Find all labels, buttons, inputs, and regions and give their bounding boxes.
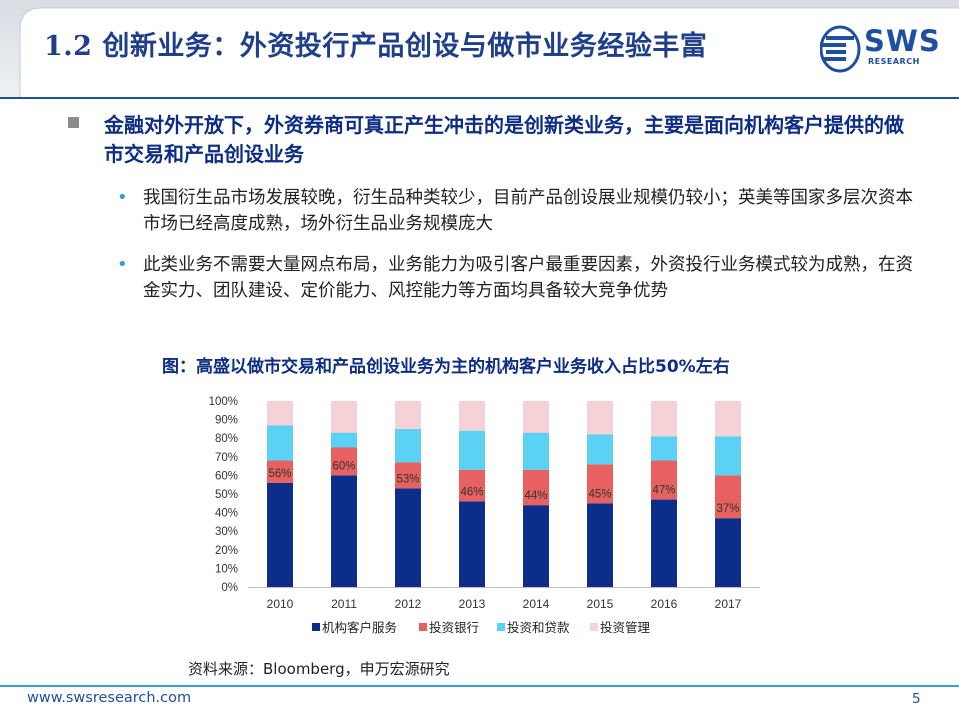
legend-label: 投资管理 [600, 620, 651, 635]
sub-point-text: 我国衍生品市场发展较晚，衍生品种类较少，目前产品创设展业规模仍较小；英美等国家多… [143, 188, 913, 234]
bar-segment-institutional-2017 [715, 518, 741, 587]
bar-segment-asset-mgmt-2017 [715, 401, 741, 437]
bar-segment-institutional-2013 [459, 501, 485, 587]
x-tick-label: 2012 [395, 597, 422, 611]
bar-segment-investing-2011 [331, 432, 357, 448]
x-tick-label: 2015 [587, 597, 614, 611]
y-tick-label: 100% [209, 396, 238, 408]
y-tick-label: 10% [215, 563, 238, 575]
y-tick-label: 60% [215, 470, 238, 482]
y-tick-label: 80% [215, 433, 238, 445]
data-label: 46% [460, 486, 483, 498]
x-tick-label: 2011 [331, 597, 357, 611]
y-tick-label: 90% [215, 415, 238, 427]
bar-segment-asset-mgmt-2013 [459, 401, 485, 431]
data-label: 45% [588, 488, 611, 500]
legend-swatch [419, 623, 427, 631]
page-number: 5 [912, 691, 921, 707]
y-tick-label: 0% [221, 582, 238, 594]
source-note: 资料来源：Bloomberg，申万宏源研究 [188, 660, 450, 678]
square-bullet-icon [68, 117, 79, 128]
page-title: 1.2 创新业务：外资投行产品创设与做市业务经验丰富 [44, 31, 708, 62]
bar-segment-institutional-2011 [331, 475, 357, 587]
legend-label: 投资和贷款 [507, 620, 570, 635]
x-tick-label: 2017 [715, 597, 742, 611]
bar-segment-asset-mgmt-2012 [395, 401, 421, 429]
x-tick-label: 2016 [651, 597, 678, 611]
legend-swatch [590, 623, 598, 631]
data-label: 37% [716, 503, 739, 515]
chart-title: 图：高盛以做市交易和产品创设业务为主的机构客户业务收入占比50%左右 [162, 357, 730, 377]
y-tick-label: 40% [215, 508, 238, 520]
dot-bullet-icon: • [117, 187, 128, 208]
y-tick-label: 30% [215, 526, 238, 538]
bar-segment-asset-mgmt-2010 [267, 401, 293, 426]
bar-segment-ib-2014 [523, 469, 549, 506]
bar-segment-asset-mgmt-2016 [651, 401, 677, 437]
logo-text: SWS [864, 24, 941, 58]
bar-segment-asset-mgmt-2011 [331, 401, 357, 433]
header-divider [0, 97, 959, 99]
bar-segment-ib-2017 [715, 475, 741, 519]
bar-segment-investing-2013 [459, 430, 485, 470]
legend-label: 投资银行 [429, 620, 479, 635]
header-accent-shape [0, 0, 959, 98]
sws-logo: SWS RESEARCH [820, 24, 940, 76]
bar-segment-ib-2013 [459, 469, 485, 502]
bar-segment-institutional-2012 [395, 488, 421, 587]
legend-swatch [497, 623, 505, 631]
y-tick-label: 50% [215, 489, 238, 501]
bar-segment-ib-2011 [331, 447, 357, 476]
bar-segment-ib-2015 [587, 464, 613, 504]
sub-point-text: 此类业务不需要大量网点布局，业务能力为吸引客户最重要因素，外资投行业务模式较为成… [143, 255, 913, 301]
x-tick-label: 2010 [267, 597, 294, 611]
y-tick-label: 20% [215, 545, 238, 557]
footer-divider [0, 685, 959, 687]
sws-logo-icon [820, 25, 861, 73]
bar-segment-ib-2010 [267, 460, 293, 483]
bar-segment-institutional-2016 [651, 499, 677, 587]
data-label: 53% [396, 473, 419, 485]
legend-label: 机构客户服务 [322, 620, 397, 635]
bar-segment-investing-2017 [715, 436, 741, 476]
legend-swatch [312, 623, 320, 631]
bar-segment-asset-mgmt-2015 [587, 401, 613, 435]
bar-segment-investing-2014 [523, 432, 549, 470]
bar-segment-ib-2016 [651, 460, 677, 500]
dot-bullet-icon: • [117, 254, 128, 275]
data-label: 60% [332, 460, 355, 472]
x-tick-label: 2014 [523, 597, 550, 611]
bar-segment-investing-2016 [651, 436, 677, 461]
bar-segment-investing-2012 [395, 428, 421, 463]
logo-subtext: RESEARCH [868, 57, 920, 66]
x-tick-label: 2013 [459, 597, 486, 611]
footer-url[interactable]: www.swsresearch.com [27, 690, 192, 706]
bar-segment-institutional-2014 [523, 505, 549, 587]
bar-segment-institutional-2010 [267, 482, 293, 587]
header-bar: 1.2 创新业务：外资投行产品创设与做市业务经验丰富 SWS RESEARCH [0, 0, 959, 98]
bar-segment-investing-2010 [267, 425, 293, 461]
y-tick-label: 70% [215, 452, 238, 464]
bar-segment-asset-mgmt-2014 [523, 401, 549, 433]
bar-segment-investing-2015 [587, 434, 613, 465]
bar-segment-institutional-2015 [587, 503, 613, 587]
data-label: 56% [268, 468, 291, 480]
main-point-text: 金融对外开放下，外资券商可真正产生冲击的是创新类业务，主要是面向机构客户提供的做… [104, 113, 904, 166]
bar-segment-ib-2012 [395, 462, 421, 489]
data-label: 47% [652, 485, 675, 497]
data-label: 44% [524, 490, 547, 502]
